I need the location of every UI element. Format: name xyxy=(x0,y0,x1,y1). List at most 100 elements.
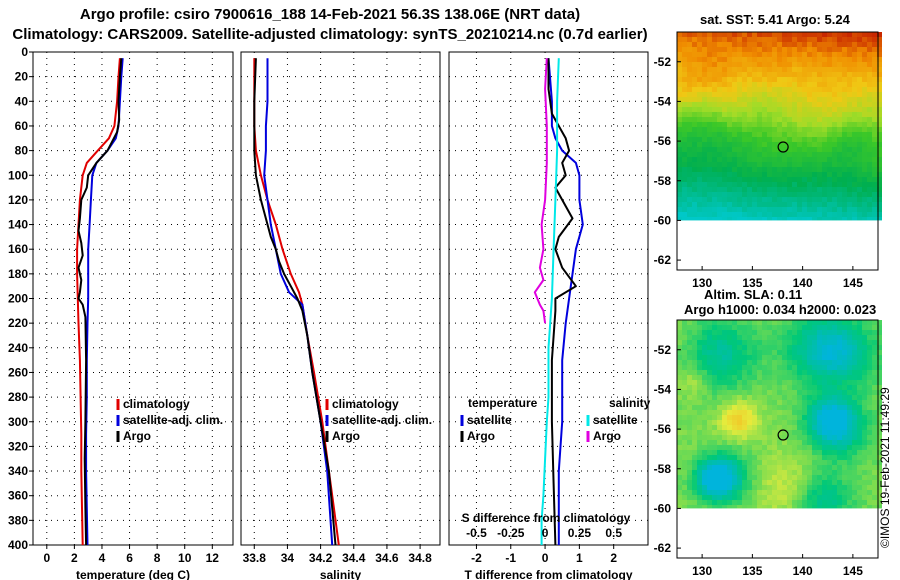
sst_map-cell xyxy=(832,167,837,172)
sst_map-cell xyxy=(742,72,747,77)
sla_map-cell xyxy=(757,375,762,380)
sla_map-cell xyxy=(837,370,842,375)
sst_map-cell xyxy=(807,77,812,82)
sla_map-cell xyxy=(807,325,812,330)
temperature-xtick-label: 2 xyxy=(71,551,78,565)
sst_map-cell xyxy=(772,72,777,77)
sst_map-cell xyxy=(697,122,702,127)
sst_map-cell xyxy=(852,42,857,47)
sst_map-cell xyxy=(817,177,822,182)
sst_map-cell xyxy=(832,117,837,122)
sla_map-cell xyxy=(867,350,872,355)
sst_map-cell xyxy=(827,152,832,157)
sla_map-cell xyxy=(877,465,882,470)
sst_map-cell xyxy=(852,57,857,62)
sla_map-cell xyxy=(707,440,712,445)
sla_map-cell xyxy=(852,320,857,325)
sst_map-cell xyxy=(767,197,772,202)
sst_map-cell xyxy=(797,87,802,92)
sla_map-cell xyxy=(717,405,722,410)
sst_map-cell xyxy=(842,207,847,212)
sst_map-cell xyxy=(827,112,832,117)
sla_map-cell xyxy=(682,380,687,385)
sla_map-cell xyxy=(762,425,767,430)
sla_map-cell xyxy=(862,345,867,350)
sst_map-cell xyxy=(707,177,712,182)
sst_map-cell xyxy=(802,172,807,177)
sst_map-cell xyxy=(827,62,832,67)
sla_map-cell xyxy=(862,320,867,325)
salinity-axes xyxy=(240,51,441,546)
sla_map-cell xyxy=(742,410,747,415)
sst_map-cell xyxy=(787,102,792,107)
sla_map-cell xyxy=(862,415,867,420)
sst_map-cell xyxy=(777,157,782,162)
sla_map-cell xyxy=(782,440,787,445)
sst_map-cell xyxy=(817,32,822,37)
sst_map-cell xyxy=(837,77,842,82)
sst_map-cell xyxy=(747,47,752,52)
sst_map-cell xyxy=(802,57,807,62)
sst_map-cell xyxy=(777,202,782,207)
sla_map-cell xyxy=(722,325,727,330)
sst_map-cell xyxy=(712,32,717,37)
sst_map-cell xyxy=(817,97,822,102)
sla_map-cell xyxy=(797,370,802,375)
difference-xtick-label: 2 xyxy=(610,551,617,565)
sst_map-cell xyxy=(867,217,872,221)
sst_map-cell xyxy=(687,197,692,202)
sst_map-cell xyxy=(797,207,802,212)
sst_map-cell xyxy=(682,192,687,197)
sla_map-cell xyxy=(872,445,877,450)
sla_map-cell xyxy=(737,500,742,505)
sla_map-cell xyxy=(812,485,817,490)
sst_map-cell xyxy=(847,177,852,182)
sst_map-cell xyxy=(737,132,742,137)
sst_map-cell xyxy=(822,182,827,187)
sla_map-cell xyxy=(747,415,752,420)
sst_map-cell xyxy=(782,72,787,77)
difference-xtick-label: 0 xyxy=(542,551,549,565)
sla_map-cell xyxy=(832,435,837,440)
sla_map-cell xyxy=(847,405,852,410)
sst_map-cell xyxy=(777,187,782,192)
sla_map-cell xyxy=(702,360,707,365)
sst_map-cell xyxy=(792,67,797,72)
sst_map-cell xyxy=(732,82,737,87)
sla_map-cell xyxy=(792,345,797,350)
sla_map-cell xyxy=(727,450,732,455)
sst_map-cell xyxy=(867,77,872,82)
sst_map-cell xyxy=(727,202,732,207)
sst_map-cell xyxy=(852,217,857,221)
sst_map-cell xyxy=(682,172,687,177)
sst_map-cell xyxy=(832,47,837,52)
sla_map-cell xyxy=(707,350,712,355)
sst_map-cell xyxy=(872,162,877,167)
sla_map-cell xyxy=(842,370,847,375)
sst_map-cell xyxy=(827,177,832,182)
sla_map-cell xyxy=(842,410,847,415)
sla_map-cell xyxy=(732,495,737,500)
sla_map-cell xyxy=(717,425,722,430)
sla_map-cell xyxy=(727,360,732,365)
sla_map-cell xyxy=(812,410,817,415)
sla_map-cell xyxy=(687,420,692,425)
sst_map-cell xyxy=(762,207,767,212)
sla_map-cell xyxy=(677,370,682,375)
sla_map-cell xyxy=(687,410,692,415)
sla_map-cell xyxy=(702,370,707,375)
sst_map-cell xyxy=(687,137,692,142)
sst_map-cell xyxy=(792,207,797,212)
sla_map-cell xyxy=(867,335,872,340)
sst_map-cell xyxy=(692,177,697,182)
sla_map-cell xyxy=(822,325,827,330)
sla_map-cell xyxy=(862,465,867,470)
sst_map-cell xyxy=(822,32,827,37)
sla_map-cell xyxy=(767,350,772,355)
sst_map-cell xyxy=(757,182,762,187)
sla_map-cell xyxy=(747,405,752,410)
sla_map-cell xyxy=(797,375,802,380)
sst_map-cell xyxy=(827,67,832,72)
sst_map-cell xyxy=(877,142,882,147)
sst_map-cell xyxy=(862,157,867,162)
